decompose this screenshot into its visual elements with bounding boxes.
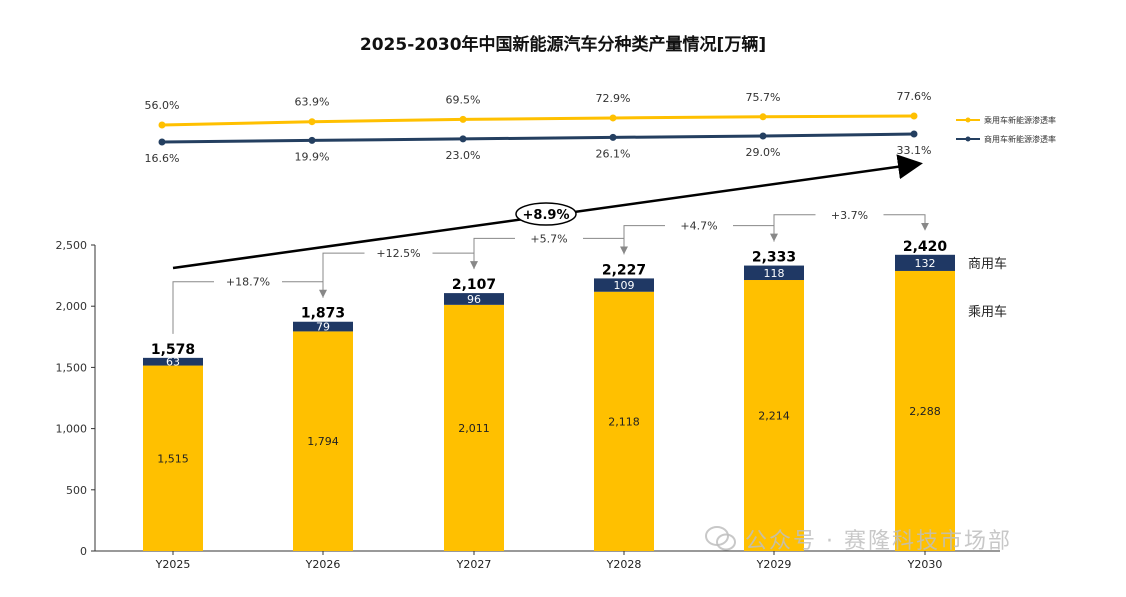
penetration-point [158, 138, 166, 146]
growth-label: +3.7% [831, 209, 868, 222]
commercial-value-label: 63 [166, 356, 180, 369]
bar-commercial [143, 357, 203, 366]
total-value-label: 1,578 [151, 342, 195, 358]
y-tick-label: 1,000 [56, 423, 88, 436]
x-tick-label: Y2029 [756, 558, 792, 571]
penetration-line [161, 114, 915, 127]
bar-passenger [143, 365, 203, 551]
penetration-point [609, 133, 617, 141]
growth-arrow [883, 214, 929, 231]
penetration-point [459, 115, 467, 123]
penetration-label: 63.9% [295, 96, 330, 109]
penetration-label: 77.6% [897, 90, 932, 103]
growth-label: +18.7% [226, 276, 270, 289]
growth-label: +5.7% [530, 232, 567, 245]
x-tick-label: Y2025 [155, 558, 191, 571]
commercial-value-label: 96 [467, 293, 481, 306]
bar-commercial [895, 254, 955, 271]
x-tick-label: Y2028 [606, 558, 642, 571]
x-tick-label: Y2026 [305, 558, 341, 571]
y-tick-label: 500 [66, 484, 87, 497]
commercial-value-label: 109 [614, 279, 635, 292]
watermark-text: 公众号 · 赛隆科技市场部 [745, 529, 1012, 554]
bar-passenger [293, 331, 353, 551]
penetration-line [161, 132, 915, 144]
total-value-label: 2,227 [602, 262, 646, 278]
passenger-value-label: 2,011 [458, 422, 490, 435]
bar-commercial [293, 321, 353, 332]
penetration-point [308, 136, 316, 144]
total-value-label: 2,333 [752, 250, 796, 266]
chart-title: 2025-2030年中国新能源汽车分种类产量情况[万辆] [359, 35, 767, 55]
penetration-point [609, 114, 617, 122]
growth-arrow [733, 225, 778, 242]
bar-passenger [744, 280, 804, 551]
penetration-label: 26.1% [596, 147, 631, 160]
growth-connector [172, 281, 214, 334]
penetration-legend-label: 乘用车新能源渗透率 [984, 115, 1056, 125]
commercial-value-label: 118 [764, 267, 785, 280]
penetration-legend-label: 商用车新能源渗透率 [984, 134, 1056, 144]
watermark: 公众号 · 赛隆科技市场部 [705, 519, 1085, 559]
y-tick-label: 2,000 [56, 300, 88, 313]
growth-arrow [282, 281, 327, 298]
penetration-label: 29.0% [746, 146, 781, 159]
penetration-label: 75.7% [746, 91, 781, 104]
growth-connector [773, 214, 816, 242]
x-tick-label: Y2030 [907, 558, 943, 571]
growth-connector [623, 225, 665, 255]
penetration-point [910, 112, 918, 120]
legend-passenger: 乘用车 [968, 304, 1007, 320]
total-value-label: 2,420 [903, 239, 948, 255]
penetration-point [759, 113, 767, 121]
penetration-point [910, 130, 918, 138]
growth-arrow [432, 252, 478, 270]
penetration-legend-marker [965, 117, 971, 123]
penetration-legend-marker [965, 136, 971, 142]
penetration-label: 69.5% [446, 93, 481, 106]
penetration-point [308, 118, 316, 126]
bar-passenger [444, 304, 504, 551]
penetration-label: 19.9% [295, 150, 330, 163]
penetration-point [759, 132, 767, 140]
bar-commercial [744, 265, 804, 281]
penetration-point [459, 135, 467, 143]
penetration-label: 23.0% [446, 149, 481, 162]
bar-passenger [594, 291, 654, 551]
penetration-point [158, 121, 166, 129]
x-tick-label: Y2027 [456, 558, 492, 571]
total-value-label: 2,107 [452, 277, 496, 293]
wechat-icon [705, 526, 736, 551]
growth-arrow [583, 237, 628, 255]
y-tick-label: 1,500 [56, 361, 88, 374]
commercial-value-label: 79 [316, 321, 330, 334]
passenger-value-label: 2,214 [758, 410, 790, 423]
bar-commercial [444, 293, 504, 305]
passenger-value-label: 2,118 [608, 415, 640, 428]
growth-label: +12.5% [376, 247, 420, 260]
y-tick-label: 2,500 [56, 239, 88, 252]
passenger-value-label: 2,288 [909, 405, 941, 418]
passenger-value-label: 1,515 [157, 452, 189, 465]
bar-passenger [895, 270, 955, 551]
y-tick-label: 0 [80, 545, 87, 558]
commercial-value-label: 132 [915, 257, 936, 270]
growth-connector [473, 237, 515, 270]
cagr-bubble [515, 202, 577, 226]
cagr-label: +8.9% [523, 208, 570, 223]
growth-connector [322, 252, 365, 298]
penetration-label: 16.6% [145, 152, 180, 165]
penetration-label: 72.9% [596, 92, 631, 105]
passenger-value-label: 1,794 [307, 435, 339, 448]
bar-commercial [594, 278, 654, 292]
legend-commercial: 商用车 [968, 256, 1007, 272]
penetration-label: 33.1% [897, 144, 932, 157]
total-value-label: 1,873 [301, 306, 345, 322]
growth-label: +4.7% [680, 220, 717, 233]
penetration-label: 56.0% [145, 99, 180, 112]
